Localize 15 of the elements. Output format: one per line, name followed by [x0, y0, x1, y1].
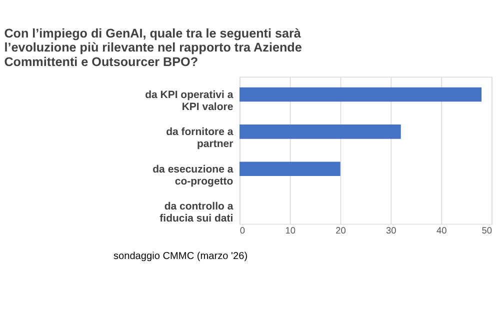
text: sondaggio CMMC (marzo '26) — [113, 251, 248, 262]
x-tick-label: 10 — [285, 225, 296, 236]
bar — [239, 162, 340, 176]
x-tick-label: 40 — [436, 225, 447, 236]
bar — [239, 124, 401, 139]
bar — [239, 87, 482, 102]
y-tick-label: da fornitore a partner — [166, 126, 234, 150]
x-tick-label: 30 — [386, 225, 396, 236]
y-tick-label: da esecuzione a co-progetto — [152, 163, 234, 188]
x-tick-label: 0 — [240, 225, 246, 236]
x-tick-label: 50 — [482, 225, 492, 236]
chart-title: Con l’impiego di GenAI, quale tra le seguenti sarà l’evoluzione più rilevante nel rapporto tra Aziende Committenti e Outsourcer BPO? — [4, 26, 302, 69]
x-tick-label: 20 — [336, 225, 346, 236]
y-tick-label: da controllo a fiducia sui dati — [160, 200, 234, 225]
y-tick-label: da KPI operativi a KPI valore — [145, 88, 234, 114]
